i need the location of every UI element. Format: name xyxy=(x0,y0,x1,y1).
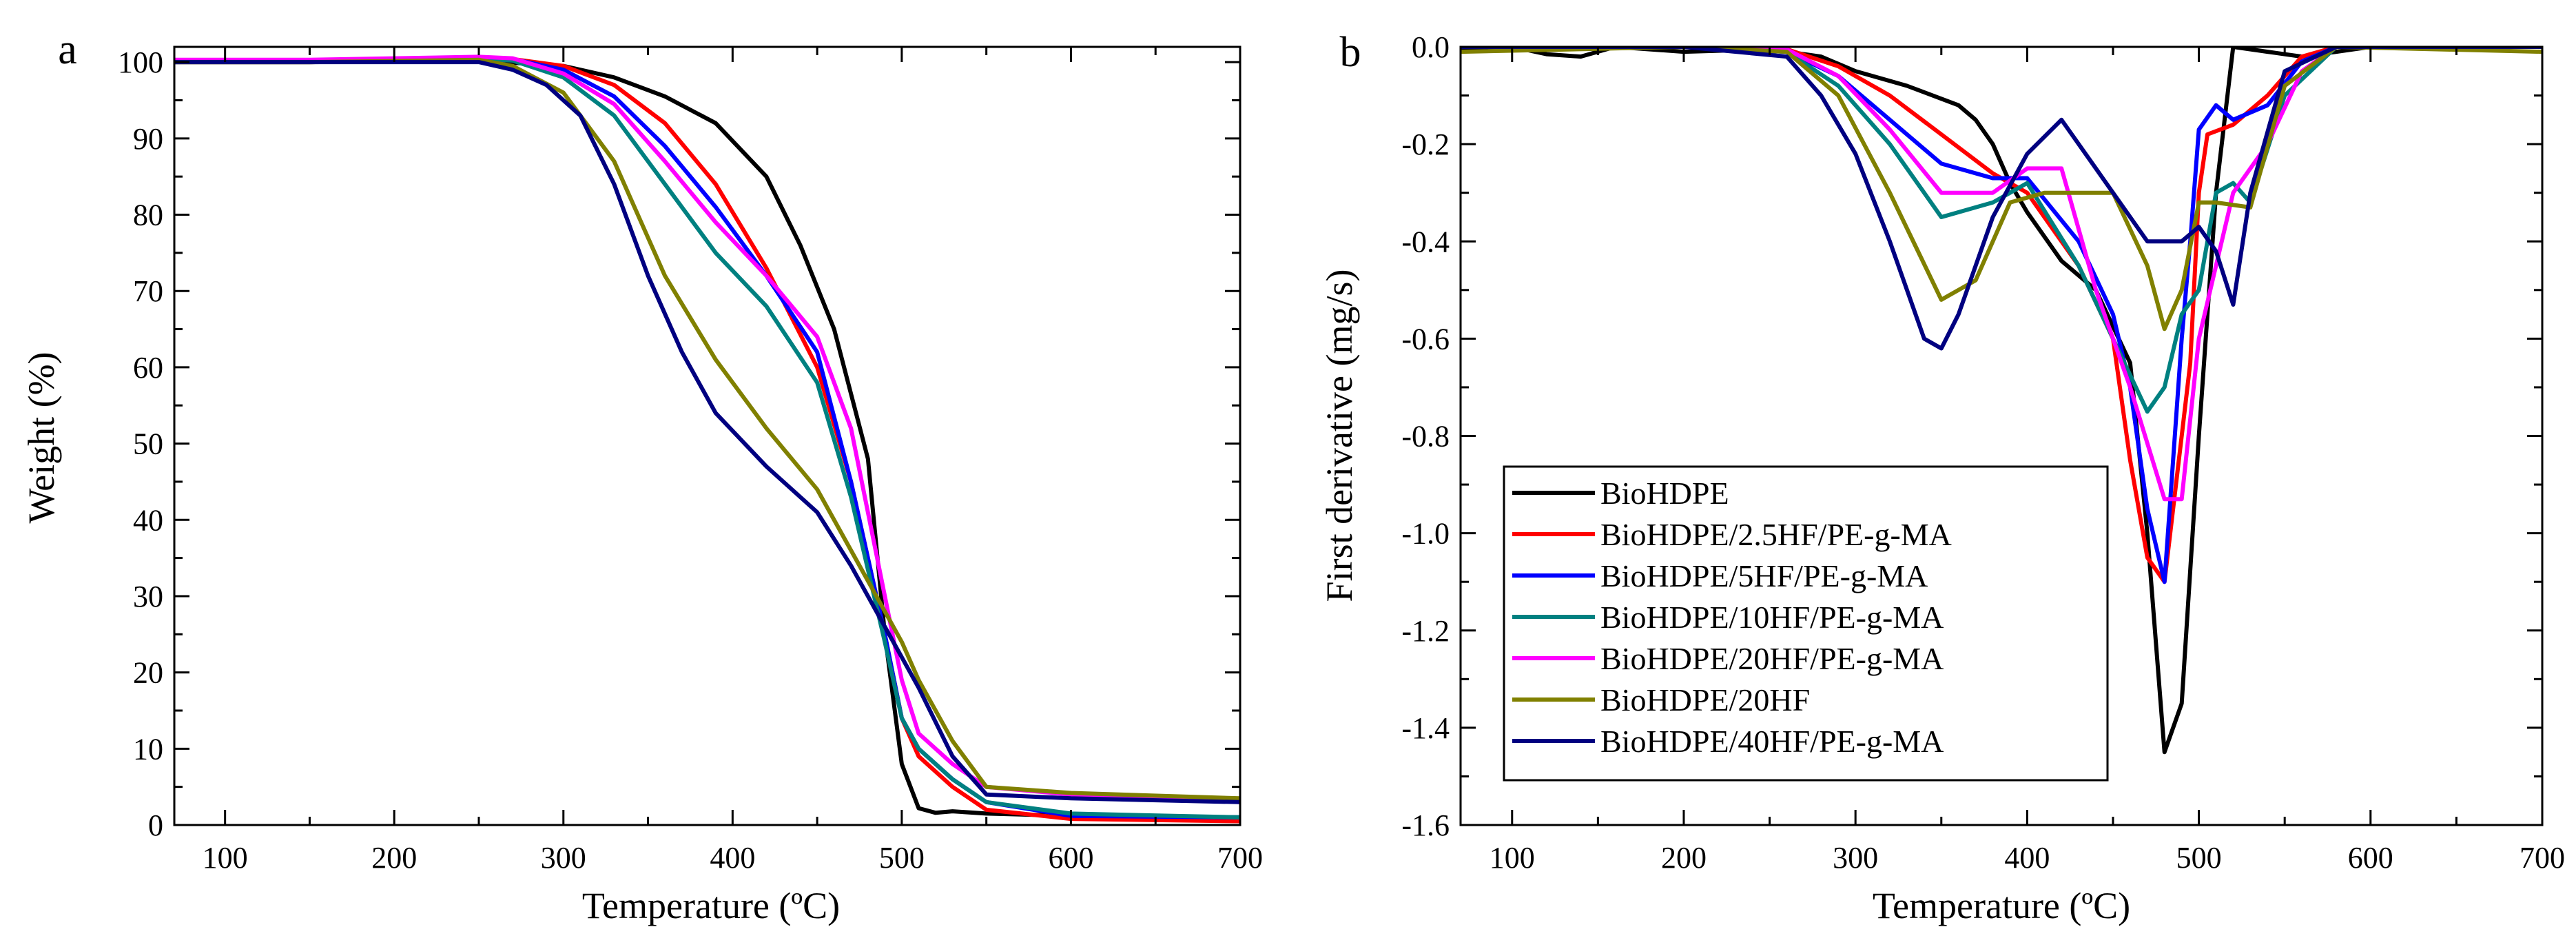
panel-a-x-tick-label: 400 xyxy=(710,841,755,875)
panel-a-x-axis-title: Temperature (ºC) xyxy=(582,885,840,926)
panel-b-legend-label-biohdpe-2-5hf-pe-g-ma: BioHDPE/2.5HF/PE-g-MA xyxy=(1600,517,1952,552)
panel-a-y-tick-label: 90 xyxy=(133,122,163,156)
panel-b-series-biohdpe xyxy=(1461,47,2542,755)
panel-b-series-biohdpe-5hf-pe-g-ma xyxy=(1461,47,2542,584)
panel-a-y-tick-label: 10 xyxy=(133,732,163,766)
panel-b-y-tick-label: -0.4 xyxy=(1401,225,1450,258)
panel-a-y-tick-label: 40 xyxy=(133,503,163,537)
panel-b-x-tick-label: 200 xyxy=(1661,841,1707,875)
panel-b-series-biohdpe-20hf-pe-g-ma xyxy=(1461,47,2542,502)
panel-b-series-biohdpe-2-5hf-pe-g-ma xyxy=(1461,47,2542,584)
panel-a-y-tick-label: 70 xyxy=(133,274,163,308)
panel-b-legend-label-biohdpe-5hf-pe-g-ma: BioHDPE/5HF/PE-g-MA xyxy=(1600,558,1928,593)
panel-a-letter: a xyxy=(58,26,77,73)
panel-a-y-tick-label: 50 xyxy=(133,427,163,461)
panel-a-series-biohdpe-2-5hf-pe-g-ma xyxy=(174,57,1240,824)
panel-a-series-biohdpe-10hf-pe-g-ma xyxy=(174,57,1240,819)
panel-b-y-tick-label: -0.6 xyxy=(1401,322,1450,356)
panel-a-x-tick-label: 500 xyxy=(879,841,925,875)
panel-b-y-tick-label: 0.0 xyxy=(1412,30,1450,64)
panel-b-legend-label-biohdpe-20hf-pe-g-ma: BioHDPE/20HF/PE-g-MA xyxy=(1600,641,1944,676)
panel-a-x-tick-label: 100 xyxy=(203,841,248,875)
panel-b-series-biohdpe-10hf-pe-g-ma xyxy=(1461,47,2542,414)
panel-b-y-tick-label: -1.4 xyxy=(1401,711,1450,745)
panel-a-y-tick-label: 20 xyxy=(133,656,163,690)
panel-a-x-tick-label: 600 xyxy=(1048,841,1093,875)
panel-b-legend-label-biohdpe: BioHDPE xyxy=(1600,476,1729,511)
panel-b-x-tick-label: 600 xyxy=(2348,841,2393,875)
panel-a-y-tick-label: 100 xyxy=(118,45,163,79)
panel-a-axes-frame xyxy=(173,45,1241,826)
panel-b-series-biohdpe-20hf xyxy=(1461,47,2542,332)
panel-b-plot-area: 100 200 300 400 500 600 700 0.0 -0.2 -0.4 -0.6 -0.8… xyxy=(1401,30,2565,875)
panel-b-x-tick-label: 700 xyxy=(2520,841,2565,875)
panel-b-x-tick-label: 500 xyxy=(2176,841,2222,875)
panel-b-legend-label-biohdpe-10hf-pe-g-ma: BioHDPE/10HF/PE-g-MA xyxy=(1600,600,1944,635)
panel-a-x-tick-label: 300 xyxy=(541,841,586,875)
panel-b-legend: BioHDPE BioHDPE/2.5HF/PE-g-MA BioHDPE/5HF/… xyxy=(1503,465,2109,782)
panel-b-y-tick-label: -1.2 xyxy=(1401,614,1450,648)
panel-a-series-biohdpe-40hf-pe-g-ma xyxy=(174,60,1240,804)
panel-a-y-tick-label: 60 xyxy=(133,351,163,385)
panel-a-y-tick-label: 0 xyxy=(148,808,163,842)
panel-a-x-tick-label: 200 xyxy=(371,841,417,875)
panel-a-series-biohdpe-20hf-pe-g-ma xyxy=(174,54,1240,804)
panel-a-y-axis-title: Weight (%) xyxy=(21,352,62,523)
panel-b-letter: b xyxy=(1340,29,1361,76)
panel-b-y-tick-label: -0.2 xyxy=(1401,128,1450,161)
panel-b-y-tick-label: -1.0 xyxy=(1401,517,1450,551)
panel-b-x-axis-title: Temperature (ºC) xyxy=(1873,885,2130,926)
panel-b-legend-label-biohdpe-40hf-pe-g-ma: BioHDPE/40HF/PE-g-MA xyxy=(1600,724,1944,759)
panel-b-legend-box xyxy=(1503,465,2109,782)
panel-b-x-tick-label: 400 xyxy=(2004,841,2050,875)
panel-a-plot-area: 100 200 300 400 500 600 700 0 10 20 30 40 50 60 70 80 90… xyxy=(118,45,1263,875)
panel-b-derivative-chart: b Temperature (ºC) First derivative (mg/… xyxy=(1319,29,2565,926)
panel-b-x-tick-label: 100 xyxy=(1490,841,1535,875)
panel-b-legend-label-biohdpe-20hf: BioHDPE/20HF xyxy=(1600,682,1810,717)
panel-a-series-biohdpe-20hf xyxy=(174,57,1240,801)
panel-b-y-tick-label: -0.8 xyxy=(1401,420,1450,454)
panel-a-weight-chart: a Temperature (ºC) Weight (%) 100 200 300 4… xyxy=(21,26,1263,926)
panel-b-x-tick-label: 300 xyxy=(1833,841,1878,875)
panel-b-y-axis-title: First derivative (mg/s) xyxy=(1319,269,1360,602)
panel-b-series-biohdpe-40hf-pe-g-ma xyxy=(1461,47,2542,351)
panel-b-y-tick-label: -1.6 xyxy=(1401,808,1450,842)
panel-a-x-tick-label: 700 xyxy=(1217,841,1263,875)
panel-a-y-tick-label: 80 xyxy=(133,198,163,232)
panel-a-y-tick-label: 30 xyxy=(133,580,163,613)
